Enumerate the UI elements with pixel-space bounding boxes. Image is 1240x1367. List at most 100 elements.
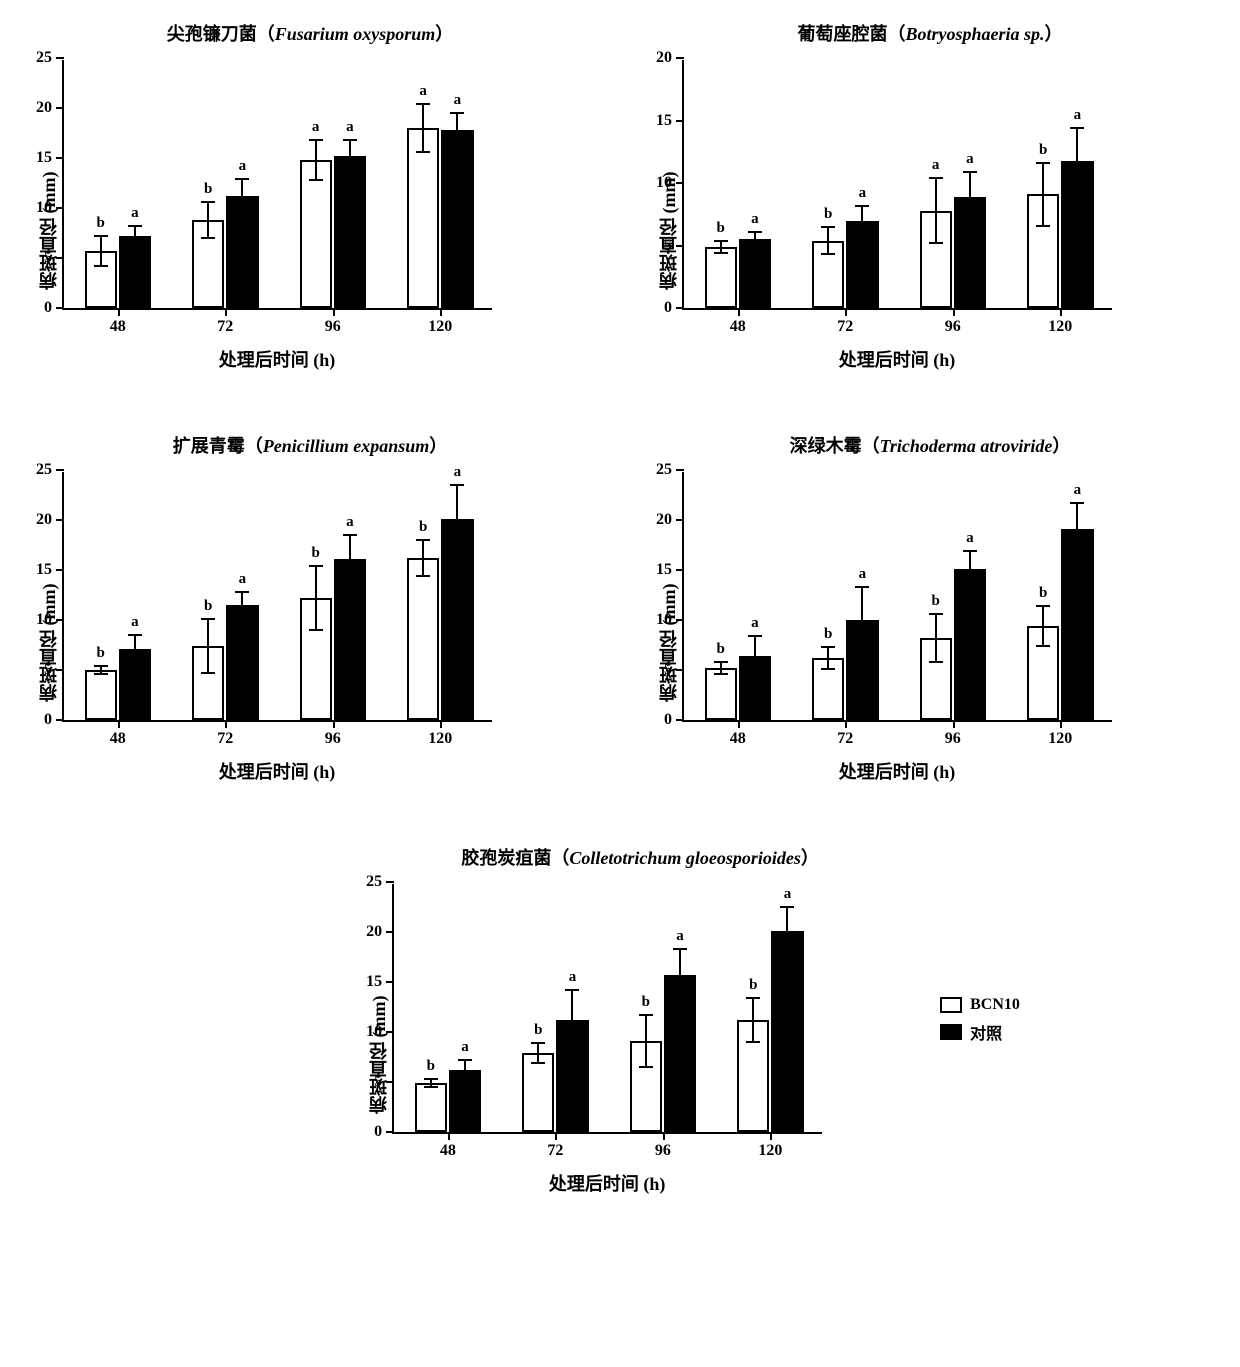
title-latin: Colletotrichum gloeosporioides [569, 848, 801, 868]
error-bar [679, 949, 681, 1001]
x-tick-label: 120 [1048, 720, 1072, 748]
error-bar [241, 179, 243, 213]
y-tick-label: 0 [374, 1123, 394, 1141]
y-tick-label: 5 [664, 237, 684, 255]
error-cap [714, 252, 728, 254]
x-tick-label: 96 [325, 720, 341, 748]
legend-item-control: 对照 [940, 1020, 1020, 1044]
significance-letter: b [931, 593, 939, 610]
error-cap [309, 139, 323, 141]
error-bar [969, 551, 971, 587]
chart-title: 胶孢炭疽菌（Colletotrichum gloeosporioides） [360, 844, 920, 870]
x-axis-label: 处理后时间 (h) [682, 758, 1112, 784]
title-cn: 深绿木霉 [790, 436, 862, 456]
x-tick-label: 120 [758, 1132, 782, 1160]
error-cap [748, 675, 762, 677]
error-bar [786, 907, 788, 955]
title-cn: 尖孢镰刀菌 [167, 24, 257, 44]
legend-item-BCN10: BCN10 [940, 996, 1020, 1014]
y-tick-label: 5 [664, 661, 684, 679]
y-tick-label: 5 [44, 661, 64, 679]
y-tick-label: 20 [656, 49, 684, 67]
significance-letter: a [859, 566, 867, 583]
error-cap [1036, 162, 1050, 164]
y-tick-label: 15 [366, 973, 394, 991]
error-cap [855, 586, 869, 588]
error-cap [1036, 645, 1050, 647]
error-cap [821, 646, 835, 648]
error-cap [94, 235, 108, 237]
x-tick-label: 72 [547, 1132, 563, 1160]
x-tick-label: 96 [945, 720, 961, 748]
error-cap [94, 673, 108, 675]
chart-area: 051015202548ba72ba96ba120ba处理后时间 (h) [682, 472, 1112, 784]
error-bar [752, 998, 754, 1042]
x-tick-label: 48 [110, 720, 126, 748]
bar-BCN10 [705, 247, 737, 308]
significance-letter: b [96, 645, 104, 662]
y-tick-label: 25 [366, 873, 394, 891]
significance-letter: b [204, 181, 212, 198]
error-cap [565, 1049, 579, 1051]
significance-letter: b [824, 206, 832, 223]
error-cap [780, 906, 794, 908]
error-cap [458, 1059, 472, 1061]
bar-BCN10 [300, 160, 332, 308]
significance-letter: b [311, 545, 319, 562]
error-bar [935, 614, 937, 662]
x-axis-label: 处理后时间 (h) [62, 346, 492, 372]
error-bar [645, 1015, 647, 1067]
error-cap [746, 997, 760, 999]
significance-letter: a [454, 92, 462, 109]
error-cap [855, 652, 869, 654]
y-tick-label: 0 [664, 711, 684, 729]
chart-area: 051015202548ba72ba96aa120aa处理后时间 (h) [62, 60, 492, 372]
x-tick-label: 48 [110, 308, 126, 336]
legend-label: 对照 [970, 1020, 1002, 1044]
chart-panel-trichoderma: 深绿木霉（Trichoderma atroviride）病斑直径 (mm)051… [650, 432, 1210, 784]
error-cap [780, 954, 794, 956]
error-bar [935, 178, 937, 243]
bar-control [334, 156, 366, 308]
chart-area: 051015202548ba72ba96ba120ba 处理后时间 (h) [392, 884, 822, 1196]
significance-letter: b [716, 641, 724, 658]
error-cap [450, 146, 464, 148]
x-tick-label: 48 [730, 720, 746, 748]
error-cap [673, 948, 687, 950]
error-cap [1070, 127, 1084, 129]
bottom-row: 胶孢炭疽菌（Colletotrichum gloeosporioides）病斑直… [20, 844, 1220, 1196]
bar-BCN10 [705, 668, 737, 720]
title-latin: Botryosphaeria sp. [905, 24, 1044, 44]
bar-BCN10 [85, 670, 117, 720]
y-tick-label: 25 [656, 461, 684, 479]
error-cap [929, 177, 943, 179]
x-tick-label: 72 [837, 720, 853, 748]
error-cap [963, 171, 977, 173]
chart-panel-botryosphaeria: 葡萄座腔菌（Botryosphaeria sp.）病斑直径 (mm)051015… [650, 20, 1210, 372]
y-tick-label: 0 [44, 299, 64, 317]
significance-letter: b [96, 215, 104, 232]
x-axis-label: 处理后时间 (h) [392, 1170, 822, 1196]
x-tick-label: 72 [217, 308, 233, 336]
x-tick-label: 48 [730, 308, 746, 336]
error-cap [201, 618, 215, 620]
error-cap [458, 1079, 472, 1081]
error-cap [128, 245, 142, 247]
significance-letter: a [932, 157, 940, 174]
error-cap [929, 242, 943, 244]
plot-box: 051015202548ba72ba96ba120ba [392, 884, 822, 1134]
error-bar [754, 232, 756, 247]
significance-letter: a [346, 119, 354, 136]
significance-letter: a [966, 530, 974, 547]
bar-control [771, 931, 803, 1132]
error-bar [1076, 128, 1078, 193]
error-bar [134, 635, 136, 663]
bar-control [441, 130, 473, 308]
title-cn: 葡萄座腔菌 [797, 24, 887, 44]
x-tick-label: 96 [655, 1132, 671, 1160]
error-cap [639, 1066, 653, 1068]
y-tick-label: 5 [44, 249, 64, 267]
significance-letter: a [239, 158, 247, 175]
error-cap [714, 661, 728, 663]
y-tick-label: 15 [656, 112, 684, 130]
